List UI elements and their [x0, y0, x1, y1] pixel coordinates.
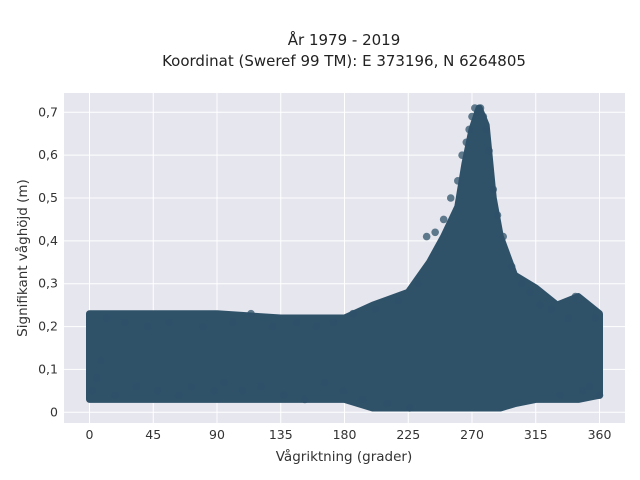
scatter-point	[153, 387, 162, 395]
scatter-point	[526, 288, 534, 297]
scatter-point	[578, 387, 587, 395]
x-tick-label: 90	[209, 427, 225, 442]
y-tick-label: 0,1	[38, 361, 58, 376]
scatter-point	[422, 232, 431, 241]
y-tick-label: 0,5	[38, 190, 58, 205]
scatter-point	[536, 301, 544, 309]
scatter-point	[292, 318, 301, 327]
x-tick-label: 0	[86, 427, 94, 442]
scatter-point	[111, 391, 119, 399]
scatter-point	[556, 391, 564, 399]
scatter-point	[482, 125, 490, 134]
scatter-point	[121, 318, 129, 327]
scatter-point	[405, 404, 414, 412]
scatter-point	[571, 292, 580, 301]
x-tick-label: 360	[588, 427, 612, 442]
scatter-point	[143, 322, 152, 331]
x-tick-label: 315	[524, 427, 548, 442]
x-tick-label: 135	[269, 427, 293, 442]
y-tick-label: 0	[50, 404, 58, 419]
scatter-point	[564, 314, 573, 322]
scatter-point	[247, 309, 255, 318]
scatter-point	[585, 382, 594, 391]
y-tick-label: 0,2	[38, 319, 58, 334]
scatter-point	[220, 378, 228, 387]
x-tick-label: 225	[396, 427, 420, 442]
scatter-point	[279, 391, 288, 399]
scatter-point	[547, 305, 556, 314]
scatter-point	[165, 318, 173, 327]
scatter-point	[414, 279, 422, 288]
scatter-point	[465, 125, 473, 134]
scatter-point	[468, 112, 476, 121]
scatter-point	[97, 357, 105, 365]
x-tick-label: 180	[333, 427, 357, 442]
scatter-point	[591, 314, 600, 322]
scatter-point	[371, 305, 380, 314]
scatter-point	[301, 395, 309, 404]
x-tick-label: 45	[145, 427, 161, 442]
scatter-point	[493, 211, 502, 219]
scatter-point	[312, 322, 320, 331]
y-axis-ticks: 0 0,1 0,2 0,3 0,4 0,5 0,6 0,7	[38, 104, 58, 419]
chart-subtitle: Koordinat (Sweref 99 TM): E 373196, N 62…	[162, 52, 526, 70]
chart-title: År 1979 - 2019	[288, 30, 401, 49]
scatter-point	[257, 382, 265, 391]
scatter-point	[383, 399, 391, 408]
scatter-point	[439, 215, 448, 224]
scatter-point	[359, 395, 367, 404]
scatter-point	[507, 262, 516, 271]
scatter-point	[268, 322, 277, 331]
scatter-point	[132, 382, 141, 391]
scatter-point	[394, 297, 403, 305]
scatter-point	[238, 387, 247, 395]
scatter-point	[339, 387, 347, 395]
y-axis-label: Signifikant våghöjd (m)	[14, 179, 31, 337]
scatter-point	[446, 194, 455, 202]
scatter-points	[88, 104, 604, 412]
scatter-point	[349, 309, 357, 318]
scatter-point	[431, 228, 439, 237]
scatter-point	[329, 318, 337, 327]
scatter-point	[595, 391, 604, 399]
scatter-point	[499, 232, 507, 241]
scatter-point	[199, 322, 207, 331]
scatter-point	[92, 374, 101, 382]
y-tick-label: 0,3	[38, 276, 58, 291]
x-axis-ticks: 0 45 90 135 180 225 270 315 360	[86, 427, 612, 442]
y-tick-label: 0,7	[38, 104, 58, 119]
x-tick-label: 270	[460, 427, 484, 442]
y-tick-label: 0,4	[38, 233, 58, 248]
scatter-point	[489, 185, 498, 194]
scatter-point	[476, 104, 485, 112]
scatter-point	[454, 177, 462, 185]
scatter-point	[174, 391, 183, 399]
scatter-point	[187, 382, 196, 391]
x-axis-label: Vågriktning (grader)	[276, 448, 413, 465]
scatter-point	[320, 378, 329, 387]
scatter-point	[102, 314, 111, 322]
scatter-point	[485, 147, 493, 155]
scatter-point	[462, 138, 471, 147]
scatter-point	[210, 387, 218, 395]
scatter-point	[228, 318, 237, 327]
scatter-point	[479, 112, 488, 121]
y-tick-label: 0,6	[38, 147, 58, 162]
scatter-point	[517, 279, 526, 288]
scatter-point	[88, 387, 97, 395]
scatter-point	[458, 151, 466, 159]
